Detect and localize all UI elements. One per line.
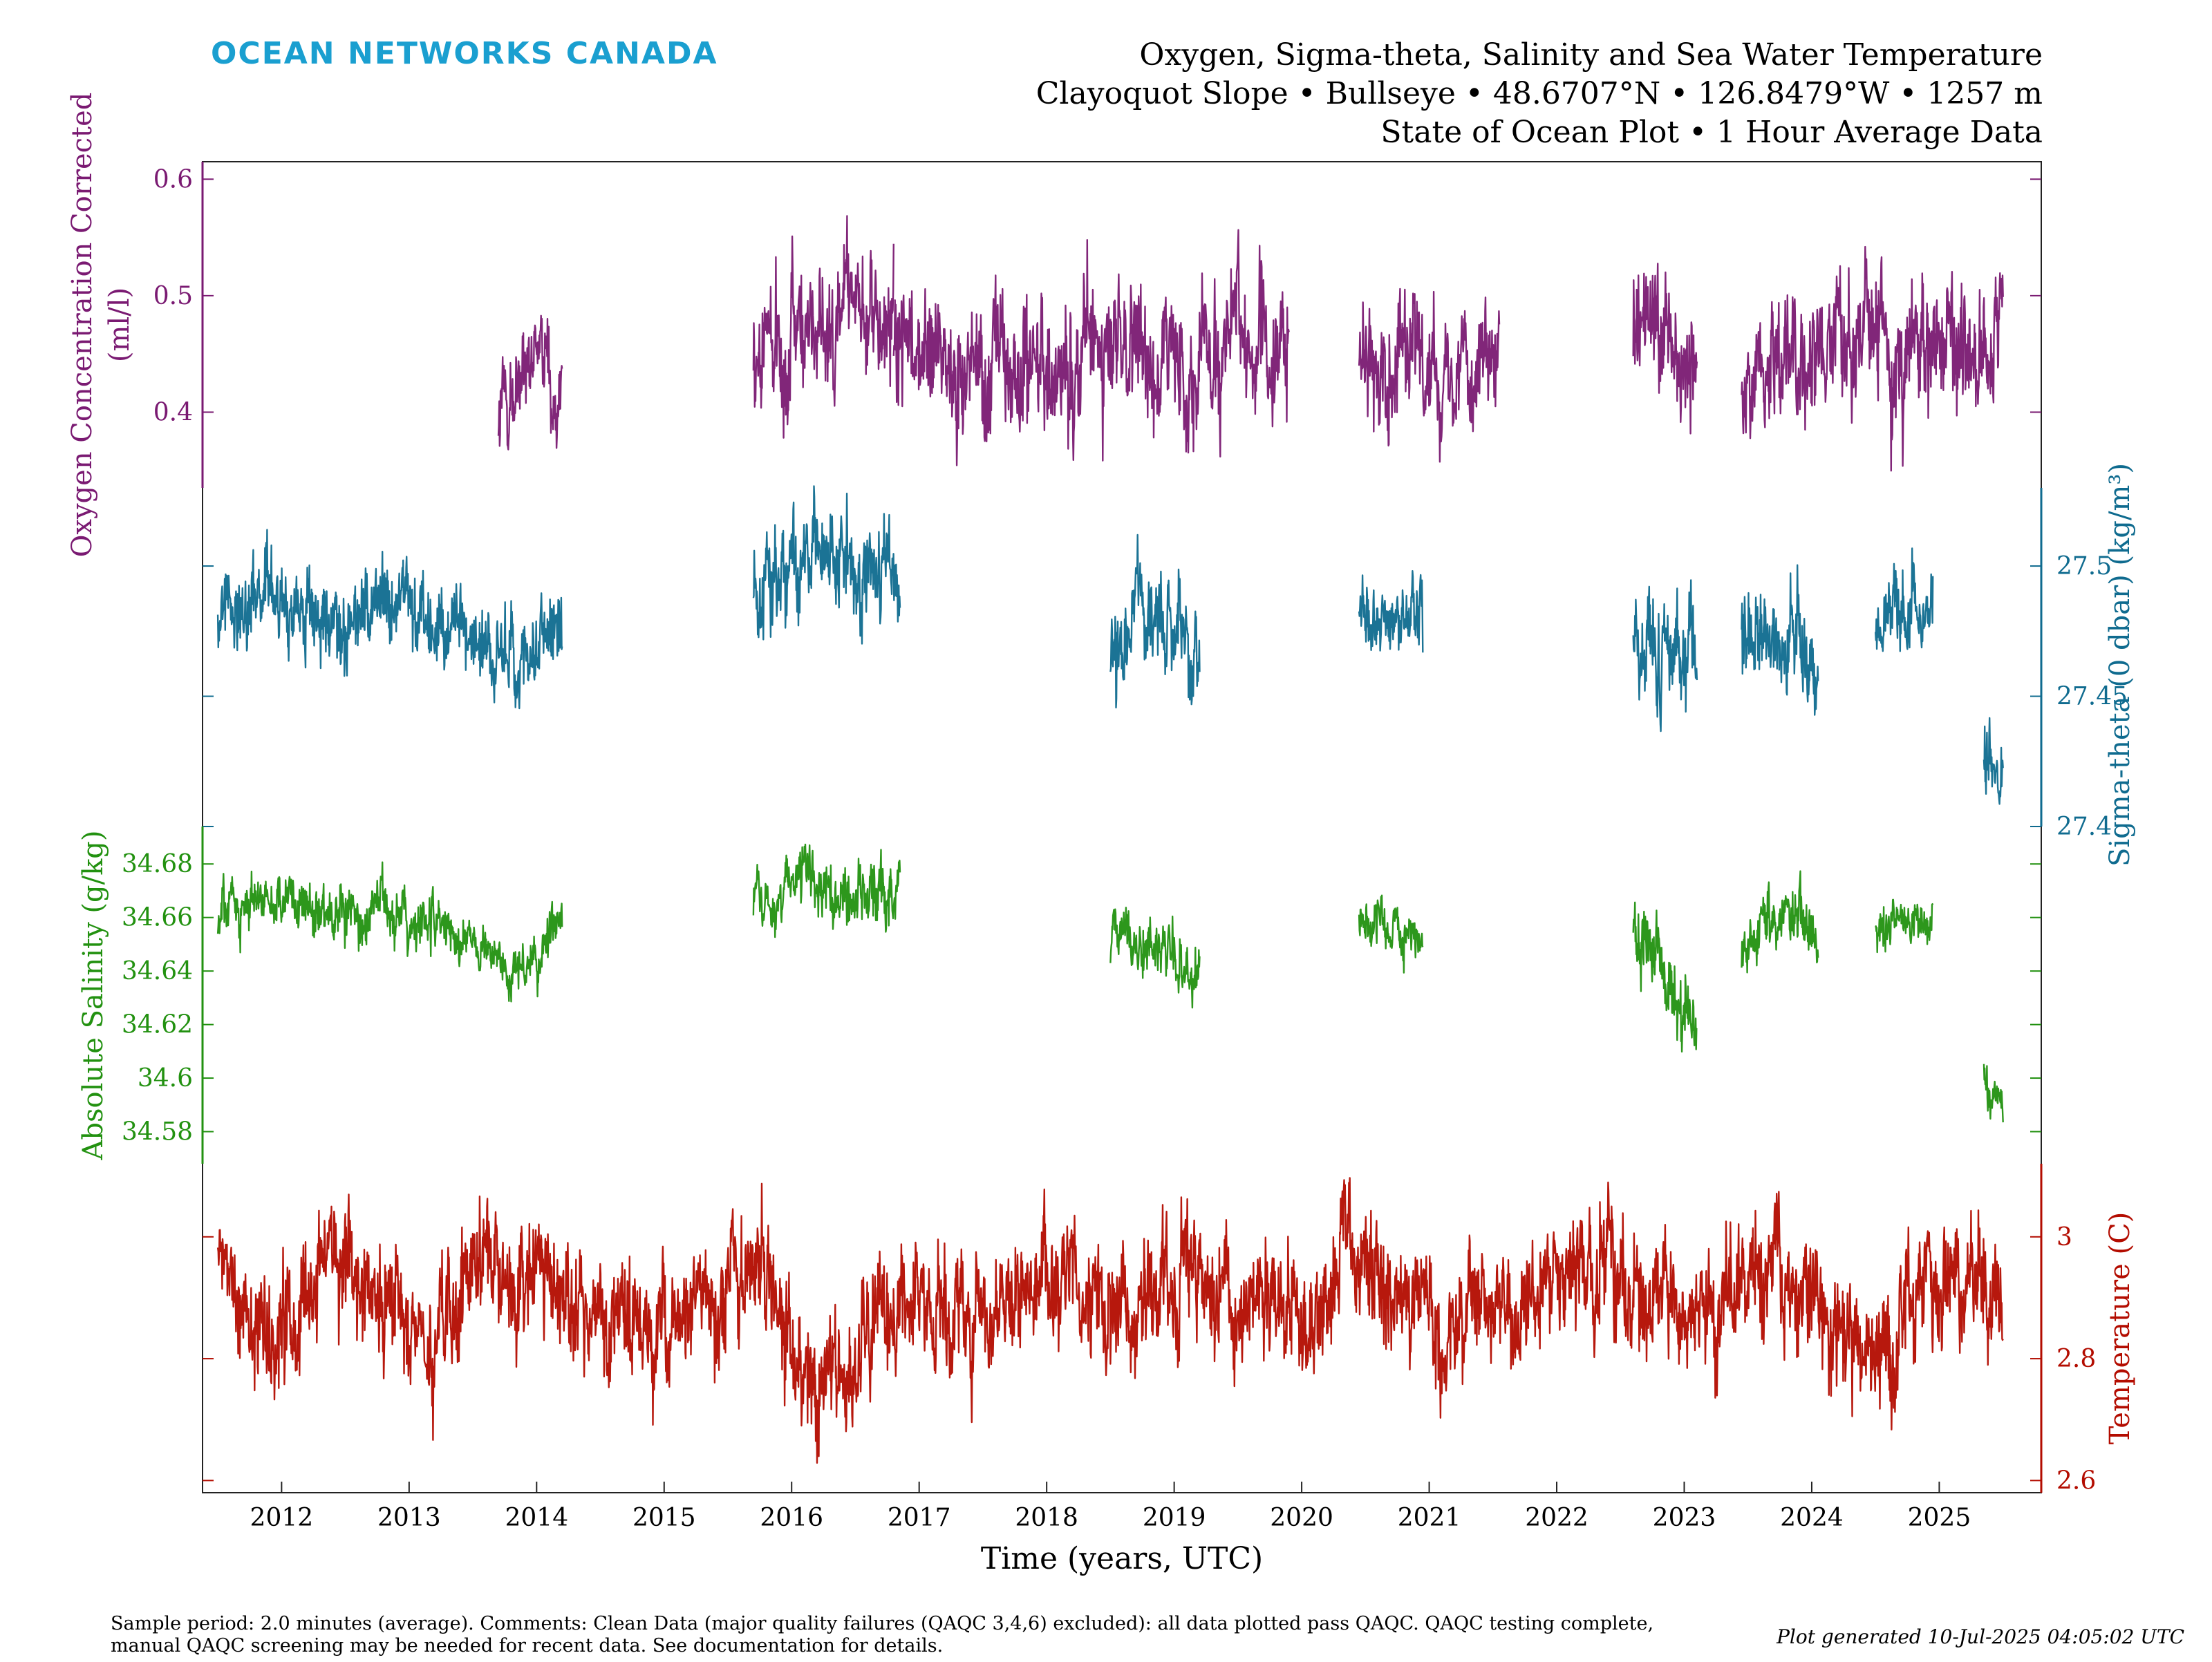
panel-4: 2.6 2.8 3 Temperature (C): [203, 1164, 2136, 1495]
series-2-segment-8: [1983, 717, 2004, 805]
y-axis-label: (ml/l): [104, 287, 135, 362]
y-tick-label: 34.66: [122, 904, 193, 932]
series-3-segment-4: [1358, 894, 1424, 974]
chart-title: Oxygen, Sigma-theta, Salinity and Sea Wa…: [1139, 37, 2043, 73]
y-axis-label: Absolute Salinity (g/kg): [77, 830, 109, 1160]
series-1-segment-4: [1358, 287, 1501, 463]
y-tick-label: 3: [2056, 1223, 2072, 1252]
series-3-segment-5: [1632, 901, 1698, 1053]
series-3-segment-1: [216, 861, 563, 1003]
panel-1: 0.4 0.5 0.6 Oxygen Concentration Corrected(…: [66, 93, 2041, 558]
series-3-segment-3: [1109, 907, 1201, 1009]
series-1-segment-5: [1632, 263, 1698, 435]
x-tick-label: 2021: [1398, 1504, 1461, 1532]
footer-comment-line2: manual QAQC screening may be needed for …: [111, 1635, 943, 1656]
x-tick-label: 2018: [1015, 1504, 1078, 1532]
series-3-segment-8: [1983, 1064, 2004, 1123]
chart-location: Clayoquot Slope • Bullseye • 48.6707°N •…: [1036, 76, 2043, 111]
x-tick-label: 2016: [760, 1504, 823, 1532]
x-tick-label: 2013: [377, 1504, 441, 1532]
series-2-segment-4: [1358, 570, 1424, 653]
y-axis-label: Sigma-theta (0 dbar) (kg/m³): [2104, 463, 2136, 867]
series-2-segment-1: [216, 529, 563, 710]
panel-3: 34.58 34.6 34.62 34.64 34.66 34.68 Absolute Sa…: [77, 827, 2041, 1164]
series-1-segment-3: [892, 229, 1290, 466]
x-tick-label: 2017: [888, 1504, 951, 1532]
series-2-segment-7: [1875, 547, 1934, 652]
x-tick-label: 2019: [1143, 1504, 1206, 1532]
x-axis-label: Time (years, UTC): [981, 1541, 1263, 1576]
y-tick-label: 34.64: [122, 957, 193, 985]
series-3-segment-7: [1875, 898, 1934, 954]
series-2-segment-3: [1109, 533, 1201, 709]
x-tick-label: 2022: [1525, 1504, 1588, 1532]
series-1-segment-6: [1741, 245, 2004, 472]
brand-logo-text: OCEAN NETWORKS CANADA: [211, 36, 718, 71]
footer-generated-timestamp: Plot generated 10-Jul-2025 04:05:02 UTC: [1776, 1625, 2184, 1648]
y-axis-label: Temperature (C): [2104, 1212, 2136, 1445]
y-tick-label: 2.8: [2056, 1345, 2096, 1373]
series-2-segment-6: [1741, 564, 1819, 716]
footer-comment-line1: Sample period: 2.0 minutes (average). Co…: [111, 1613, 1653, 1634]
y-axis-label: Oxygen Concentration Corrected: [66, 93, 98, 558]
y-tick-label: 34.6: [138, 1064, 193, 1093]
y-tick-label: 34.58: [122, 1118, 193, 1146]
y-tick-label: 2.6: [2056, 1466, 2096, 1495]
series-1-segment-2: [752, 215, 895, 439]
x-tick-label: 2024: [1780, 1504, 1844, 1532]
y-tick-label: 34.62: [122, 1011, 193, 1039]
x-tick-label: 2012: [250, 1504, 314, 1532]
y-tick-label: 34.68: [122, 850, 193, 878]
y-tick-label: 0.4: [153, 398, 193, 426]
series-2-segment-2: [752, 485, 901, 645]
x-tick-label: 2014: [505, 1504, 568, 1532]
chart-subtitle: State of Ocean Plot • 1 Hour Average Dat…: [1380, 115, 2043, 150]
series-3-segment-2: [752, 843, 901, 938]
x-tick-label: 2025: [1908, 1504, 1971, 1532]
y-tick-label: 27.4: [2056, 813, 2112, 841]
series-1-segment-1: [497, 314, 563, 451]
x-tick-label: 2015: [632, 1504, 696, 1532]
y-tick-label: 27.5: [2056, 552, 2112, 580]
x-tick-label: 2020: [1270, 1504, 1333, 1532]
x-tick-label: 2023: [1653, 1504, 1716, 1532]
series-2-segment-5: [1632, 579, 1698, 733]
series-3-segment-6: [1741, 870, 1819, 974]
y-tick-label: 0.5: [153, 282, 193, 310]
series-4-segment-1: [216, 1177, 2004, 1464]
y-tick-label: 27.45: [2056, 683, 2128, 711]
y-tick-label: 0.6: [153, 165, 193, 193]
